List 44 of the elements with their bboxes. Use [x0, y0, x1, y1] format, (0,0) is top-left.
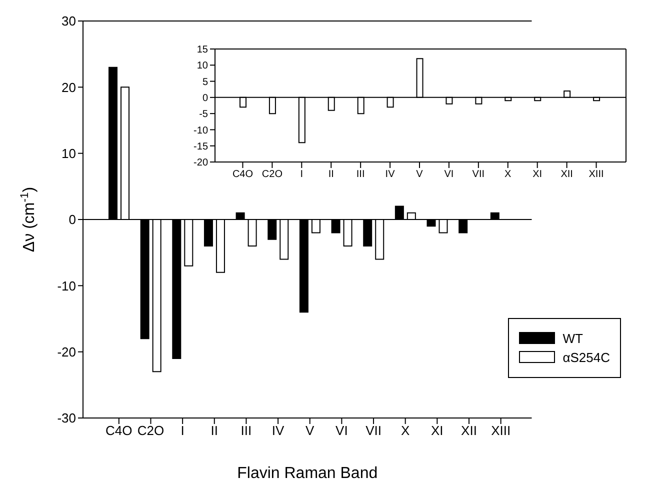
- y-tick-label: 0: [202, 92, 208, 104]
- y-tick-label: -10: [194, 125, 208, 136]
- x-tick-label: XI: [532, 169, 542, 180]
- x-tick-label: VII: [472, 169, 485, 180]
- x-tick-label: XI: [431, 423, 444, 438]
- x-tick-label: II: [328, 169, 334, 180]
- y-tick-label: -10: [57, 278, 76, 294]
- x-tick-label: IV: [272, 423, 285, 438]
- y-tick-label: -30: [57, 410, 76, 426]
- y-tick-label: 10: [196, 60, 208, 72]
- y-tick-label: 0: [68, 212, 76, 228]
- x-tick-label: I: [300, 169, 304, 180]
- x-tick-label: I: [180, 423, 184, 438]
- y-tick-label: 30: [62, 14, 76, 29]
- x-tick-label: X: [401, 423, 410, 438]
- x-axis-title: Flavin Raman Band: [237, 465, 378, 482]
- x-tick-label: III: [356, 169, 365, 180]
- y-tick-label: 10: [62, 146, 76, 161]
- x-tick-label: VII: [366, 423, 382, 438]
- y-tick-label: -15: [194, 141, 208, 152]
- x-tick-label: XIII: [588, 169, 604, 180]
- x-tick-label: C4O: [106, 423, 132, 438]
- x-tick-label: V: [416, 169, 424, 180]
- legend-label: αS254C: [562, 350, 610, 365]
- x-tick-label: V: [306, 423, 315, 438]
- x-tick-label: II: [210, 423, 218, 438]
- x-tick-label: C4O: [232, 169, 254, 180]
- x-tick-label: C2O: [137, 423, 164, 438]
- x-tick-label: III: [240, 423, 252, 438]
- y-tick-label: 5: [202, 76, 208, 88]
- y-tick-label: 15: [196, 44, 208, 56]
- x-tick-label: X: [504, 169, 512, 180]
- y-tick-label: -5: [199, 109, 208, 120]
- y-tick-label: -20: [57, 344, 76, 360]
- x-tick-label: XII: [461, 423, 477, 438]
- legend-label: WT: [562, 331, 583, 346]
- x-tick-label: XII: [560, 169, 573, 180]
- x-tick-label: VI: [336, 423, 348, 438]
- y-tick-label: 20: [62, 80, 76, 95]
- x-tick-label: XIII: [491, 423, 511, 438]
- x-tick-label: IV: [385, 169, 396, 180]
- x-tick-label: C2O: [262, 169, 283, 180]
- y-tick-label: -20: [194, 158, 208, 169]
- x-tick-label: VI: [444, 169, 454, 180]
